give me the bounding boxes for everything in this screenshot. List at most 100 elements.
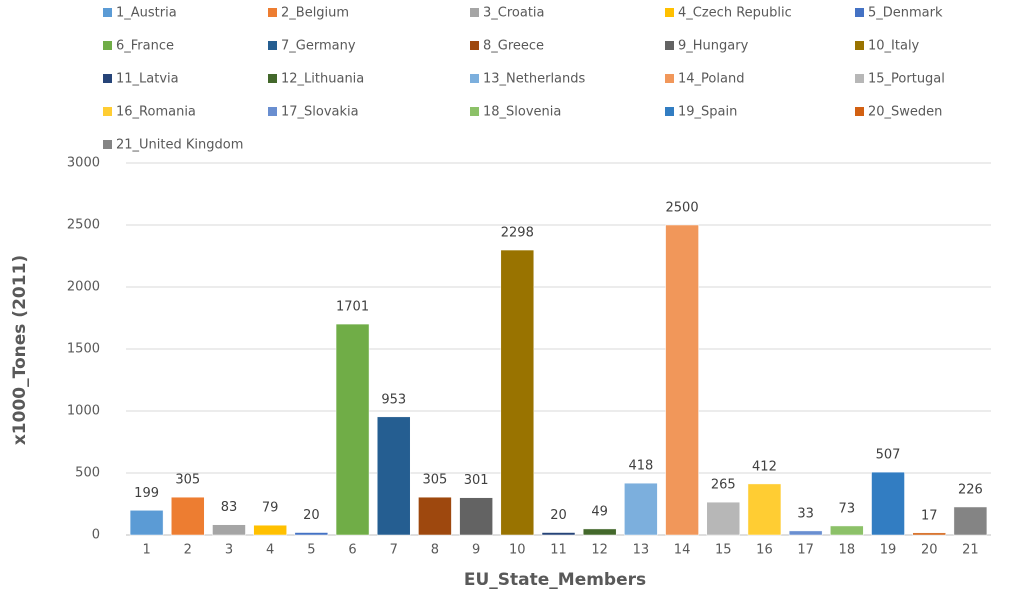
legend-swatch [268, 8, 277, 17]
legend-label: 19_Spain [678, 105, 737, 120]
value-label: 226 [958, 482, 983, 497]
value-label: 79 [262, 501, 279, 516]
legend-label: 20_Sweden [868, 105, 942, 120]
value-label: 199 [134, 486, 159, 501]
legend-swatch [103, 41, 112, 50]
bar [541, 532, 576, 536]
value-label: 412 [752, 459, 777, 474]
value-label: 265 [711, 478, 736, 493]
x-tick-label: 1 [142, 543, 150, 558]
y-tick-label: 2000 [67, 280, 100, 295]
x-tick-label: 7 [390, 543, 398, 558]
legend-swatch [855, 8, 864, 17]
x-tick-label: 13 [633, 543, 650, 558]
value-label: 73 [839, 501, 856, 516]
legend-swatch [268, 107, 277, 116]
legend-swatch [470, 41, 479, 50]
y-tick-label: 0 [92, 528, 100, 543]
legend-swatch [855, 107, 864, 116]
y-axis-title: x1000_Tones (2011) [10, 255, 30, 445]
bar [624, 482, 658, 536]
value-label: 507 [876, 448, 901, 463]
legend-swatch [103, 8, 112, 17]
legend-swatch [103, 107, 112, 116]
x-tick-label: 9 [472, 543, 480, 558]
legend-label: 3_Croatia [483, 6, 545, 21]
y-tick-label: 1000 [67, 404, 100, 419]
bar [788, 530, 823, 536]
legend-label: 17_Slovakia [281, 105, 359, 120]
legend-label: 2_Belgium [281, 6, 349, 21]
legend-swatch [855, 41, 864, 50]
legend-swatch [268, 41, 277, 50]
x-tick-label: 21 [962, 543, 979, 558]
legend-label: 18_Slovenia [483, 105, 561, 120]
bar [253, 524, 287, 536]
legend-swatch [103, 140, 112, 149]
x-tick-label: 19 [880, 543, 897, 558]
legend-swatch [103, 74, 112, 83]
x-tick-label: 12 [591, 543, 608, 558]
x-tick-label: 11 [550, 543, 567, 558]
bar [418, 496, 452, 536]
bar [500, 249, 535, 536]
x-tick-label: 20 [921, 543, 938, 558]
value-label: 2298 [501, 226, 534, 241]
x-tick-label: 10 [509, 543, 526, 558]
bar [747, 483, 782, 536]
bar [129, 510, 164, 536]
legend-label: 16_Romania [116, 105, 196, 120]
value-label: 83 [221, 500, 238, 515]
legend-swatch [665, 8, 674, 17]
value-label: 418 [628, 459, 653, 474]
legend-swatch [665, 41, 674, 50]
legend-swatch [470, 8, 479, 17]
y-tick-label: 2500 [67, 218, 100, 233]
legend-label: 12_Lithuania [281, 72, 364, 87]
x-axis-title: EU_State_Members [464, 570, 646, 590]
bar [912, 532, 946, 536]
bar [212, 524, 246, 536]
x-tick-label: 8 [431, 543, 439, 558]
legend-label: 6_France [116, 39, 174, 54]
bar [294, 532, 329, 536]
value-label: 305 [175, 473, 200, 488]
value-label: 49 [591, 504, 608, 519]
bar [706, 501, 741, 536]
x-tick-label: 15 [715, 543, 732, 558]
x-tick-label: 6 [348, 543, 356, 558]
value-label: 305 [423, 473, 448, 488]
bar [459, 497, 493, 536]
x-tick-label: 18 [839, 543, 856, 558]
legend-label: 9_Hungary [678, 39, 749, 54]
bar [376, 416, 411, 536]
value-label: 1701 [336, 300, 369, 315]
y-tick-label: 1500 [67, 342, 100, 357]
value-label: 20 [550, 508, 567, 523]
legend-swatch [665, 74, 674, 83]
value-label: 17 [921, 508, 938, 523]
bar [953, 506, 988, 536]
value-label: 2500 [666, 201, 699, 216]
bar [582, 528, 617, 536]
bar [335, 323, 370, 536]
value-label: 20 [303, 508, 320, 523]
x-tick-label: 16 [756, 543, 773, 558]
legend-label: 4_Czech Republic [678, 6, 792, 21]
bar [665, 224, 699, 536]
legend-swatch [470, 107, 479, 116]
legend-label: 5_Denmark [868, 6, 943, 21]
legend-label: 13_Netherlands [483, 72, 586, 87]
value-label: 301 [464, 473, 489, 488]
legend-swatch [470, 74, 479, 83]
value-label: 33 [797, 506, 814, 521]
legend-label: 15_Portugal [868, 72, 945, 87]
legend-label: 21_United Kingdom [116, 138, 243, 153]
bar [830, 525, 864, 536]
legend-swatch [665, 107, 674, 116]
legend-swatch [268, 74, 277, 83]
legend-swatch [855, 74, 864, 83]
legend-label: 1_Austria [116, 6, 177, 21]
x-tick-label: 5 [307, 543, 315, 558]
